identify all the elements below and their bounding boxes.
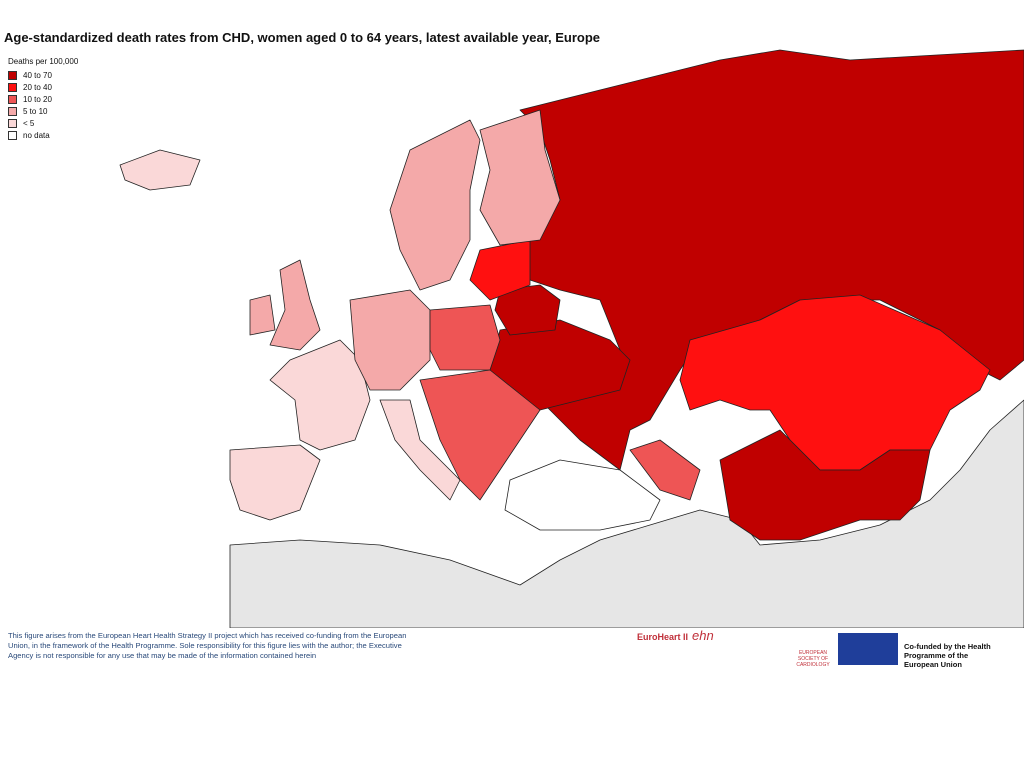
region <box>119 149 201 191</box>
region <box>379 399 461 501</box>
region <box>429 304 501 371</box>
region <box>419 369 541 501</box>
legend-swatch <box>8 118 17 128</box>
legend-label: 5 to 10 <box>23 106 48 116</box>
legend-item: 40 to 70 <box>8 69 78 81</box>
legend-label: no data <box>23 130 50 140</box>
legend-item: 20 to 40 <box>8 81 78 93</box>
legend-label: 40 to 70 <box>23 70 52 80</box>
eu-flag <box>838 633 898 665</box>
region <box>629 439 701 501</box>
legend-item: 10 to 20 <box>8 93 78 105</box>
ehn-logo: ehn <box>692 628 714 643</box>
legend-item: < 5 <box>8 117 78 129</box>
legend-swatch <box>8 82 17 92</box>
legend-label: 10 to 20 <box>23 94 52 104</box>
map <box>119 49 1024 628</box>
region <box>479 109 561 246</box>
map-title: Age-standardized death rates from CHD, w… <box>4 30 601 45</box>
euroheart-logo: EuroHeart II <box>636 632 688 642</box>
eu-cofunding: Co-funded by the Health Programme of the… <box>904 642 991 669</box>
region <box>389 119 481 291</box>
legend-swatch <box>8 130 17 140</box>
legend-label: < 5 <box>23 118 35 128</box>
region <box>249 294 276 336</box>
legend-item: 5 to 10 <box>8 105 78 117</box>
legend-swatch <box>8 70 17 80</box>
region <box>719 429 931 541</box>
legend-title: Deaths per 100,000 <box>8 57 79 66</box>
legend-swatch <box>8 94 17 104</box>
region <box>269 259 321 351</box>
region <box>269 339 371 451</box>
region <box>494 284 561 336</box>
footer-note: This figure arises from the European Hea… <box>8 631 407 660</box>
legend-item: no data <box>8 129 78 141</box>
region <box>349 289 431 391</box>
legend-label: 20 to 40 <box>23 82 52 92</box>
region <box>504 459 661 531</box>
region <box>229 444 321 521</box>
esc-logo: EUROPEAN SOCIETY OF CARDIOLOGY <box>796 650 830 668</box>
legend: Deaths per 100,000 40 to 70 20 to 40 10 to… <box>8 57 78 141</box>
legend-swatch <box>8 106 17 116</box>
